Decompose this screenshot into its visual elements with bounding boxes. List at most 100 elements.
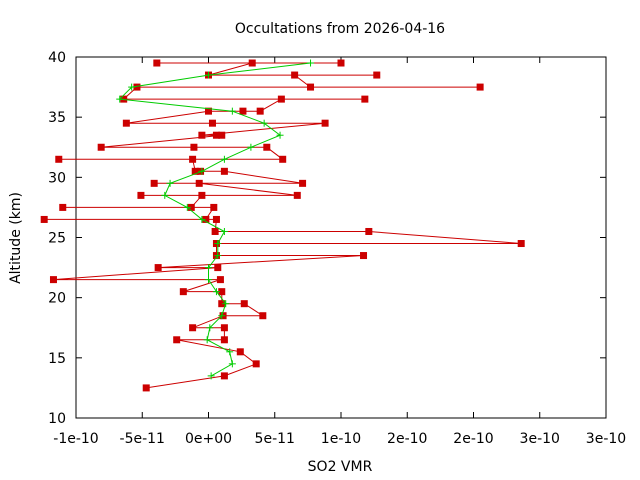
data-point xyxy=(59,203,67,211)
data-point xyxy=(260,119,268,127)
data-point xyxy=(202,215,210,223)
data-point xyxy=(198,191,206,199)
data-point xyxy=(122,119,130,127)
data-point xyxy=(277,95,285,103)
x-tick-label: -5e-11 xyxy=(120,431,165,447)
data-point xyxy=(517,240,525,248)
data-point xyxy=(150,179,158,187)
data-point xyxy=(97,143,105,151)
data-point xyxy=(220,155,228,163)
x-tick-label: 2e-10 xyxy=(387,431,427,447)
x-tick-label: 5e-11 xyxy=(255,431,295,447)
y-tick-label: 20 xyxy=(48,291,66,307)
data-point xyxy=(240,300,248,308)
data-point xyxy=(214,240,222,248)
x-tick-label: -1e-10 xyxy=(53,431,98,447)
data-point xyxy=(321,119,329,127)
data-point xyxy=(179,288,187,296)
data-point xyxy=(190,143,198,151)
data-point xyxy=(203,336,211,344)
data-point xyxy=(166,179,174,187)
data-point xyxy=(216,276,224,284)
data-point xyxy=(218,312,226,320)
data-point xyxy=(220,336,228,344)
data-point xyxy=(214,264,222,272)
data-point xyxy=(198,215,206,223)
x-tick-label: 1e-10 xyxy=(321,431,361,447)
data-point xyxy=(205,107,212,115)
data-point xyxy=(365,227,373,235)
y-axis-title: Altitude (km) xyxy=(8,192,24,284)
data-point xyxy=(189,155,197,163)
data-point xyxy=(236,348,244,356)
data-point xyxy=(259,312,267,320)
data-point xyxy=(220,372,228,380)
y-tick-label: 10 xyxy=(48,411,66,427)
data-point xyxy=(228,360,236,368)
data-point xyxy=(212,131,220,139)
data-point xyxy=(187,203,195,211)
data-point xyxy=(191,167,199,175)
data-point xyxy=(55,155,63,163)
data-point xyxy=(256,107,264,115)
x-tick-label: 2e-10 xyxy=(453,431,493,447)
data-point xyxy=(239,107,247,115)
data-point xyxy=(293,191,301,199)
x-axis-title: SO2 VMR xyxy=(308,459,373,475)
y-axis: 10 15 20 25 30 35 40 xyxy=(48,50,606,427)
data-point xyxy=(133,83,141,91)
data-point xyxy=(228,107,236,115)
data-point xyxy=(220,324,228,332)
x-axis: -1e-10 -5e-11 0e+00 5e-11 1e-10 2e-10 2e-10 3e-… xyxy=(53,57,626,447)
data-point xyxy=(195,179,203,187)
data-point xyxy=(226,348,234,356)
data-point xyxy=(263,143,271,151)
data-point xyxy=(291,71,299,79)
y-tick-label: 30 xyxy=(48,170,66,186)
data-point xyxy=(205,264,212,272)
data-point xyxy=(220,227,228,235)
series-layer xyxy=(40,59,525,392)
data-point xyxy=(307,59,315,67)
data-point xyxy=(207,372,215,380)
data-point xyxy=(247,143,255,151)
data-point xyxy=(128,83,136,91)
data-point xyxy=(307,83,315,91)
data-point xyxy=(212,215,220,223)
y-tick-label: 35 xyxy=(48,110,66,126)
data-point xyxy=(211,227,219,235)
data-point xyxy=(210,203,218,211)
data-point xyxy=(137,191,145,199)
data-point xyxy=(218,300,226,308)
data-point xyxy=(279,155,287,163)
data-point xyxy=(212,288,220,296)
data-point xyxy=(183,203,191,211)
data-point xyxy=(154,264,162,272)
data-point xyxy=(142,384,150,392)
data-point xyxy=(222,300,230,308)
data-point xyxy=(161,191,169,199)
data-point xyxy=(252,360,260,368)
data-point xyxy=(276,131,284,139)
x-tick-label: 0e+00 xyxy=(185,431,232,447)
data-point xyxy=(361,95,369,103)
data-point xyxy=(173,336,181,344)
series-1 xyxy=(116,59,315,380)
y-tick-label: 40 xyxy=(48,50,66,66)
data-point xyxy=(214,252,222,260)
data-point xyxy=(299,179,307,187)
chart-title: Occultations from 2026-04-16 xyxy=(235,21,445,37)
data-point xyxy=(198,131,206,139)
data-point xyxy=(206,324,214,332)
data-point xyxy=(337,59,345,67)
data-point xyxy=(218,288,226,296)
data-point xyxy=(218,131,226,139)
data-point xyxy=(248,59,256,67)
data-point xyxy=(360,252,368,260)
data-point xyxy=(116,95,124,103)
data-point xyxy=(220,167,228,175)
y-tick-label: 15 xyxy=(48,351,66,367)
x-tick-label: 3e-10 xyxy=(520,431,560,447)
